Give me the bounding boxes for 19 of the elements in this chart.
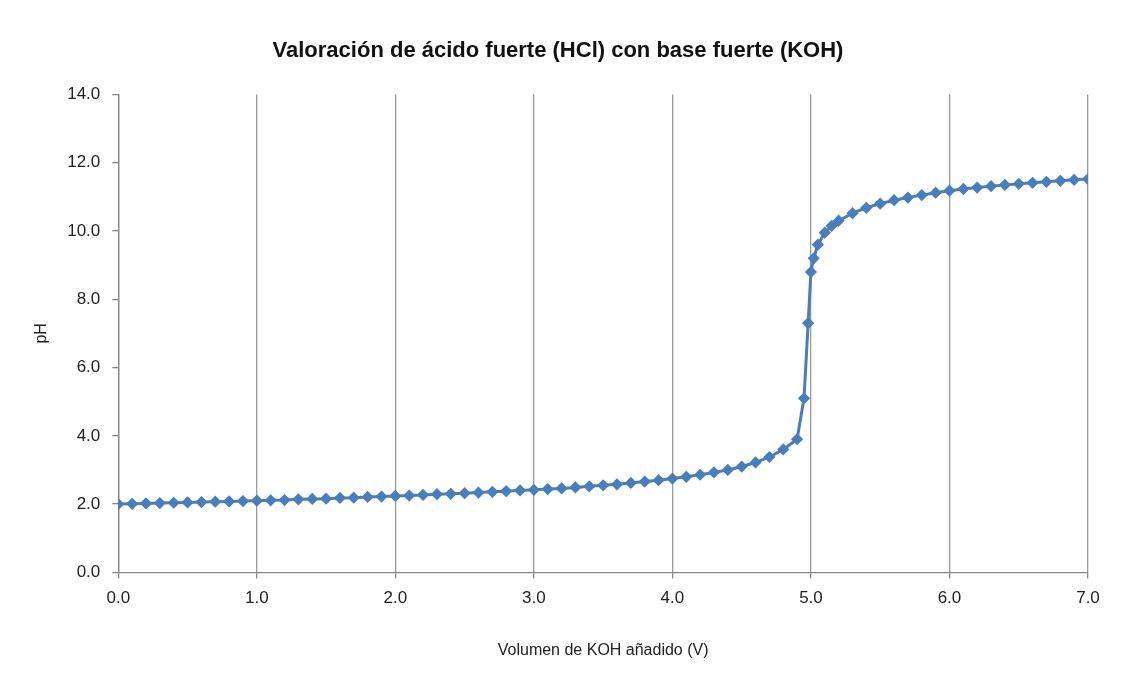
y-tick-label: 10.0 [67, 220, 101, 240]
x-tick-label: 6.0 [937, 588, 962, 608]
y-tick-label: 12.0 [67, 152, 101, 172]
y-tick-label: 4.0 [76, 425, 101, 445]
y-tick-label: 2.0 [76, 493, 101, 513]
y-axis-title: pH [32, 323, 50, 344]
y-tick-label: 14.0 [67, 84, 101, 104]
x-tick-label: 4.0 [660, 588, 685, 608]
x-tick-label: 3.0 [522, 588, 546, 608]
x-tick-label: 0.0 [106, 588, 131, 608]
x-tick-label: 5.0 [799, 588, 823, 608]
chart-title: Valoración de ácido fuerte (HCl) con base fuerte (KOH) [272, 37, 844, 63]
x-tick-label: 2.0 [383, 588, 408, 608]
y-tick-label: 8.0 [76, 288, 101, 308]
x-tick-label: 1.0 [245, 588, 269, 608]
y-tick-label: 6.0 [76, 357, 101, 377]
x-axis-title: Volumen de KOH añadido (V) [497, 640, 709, 658]
y-tick-label: 0.0 [76, 562, 101, 582]
x-tick-label: 7.0 [1076, 588, 1100, 608]
